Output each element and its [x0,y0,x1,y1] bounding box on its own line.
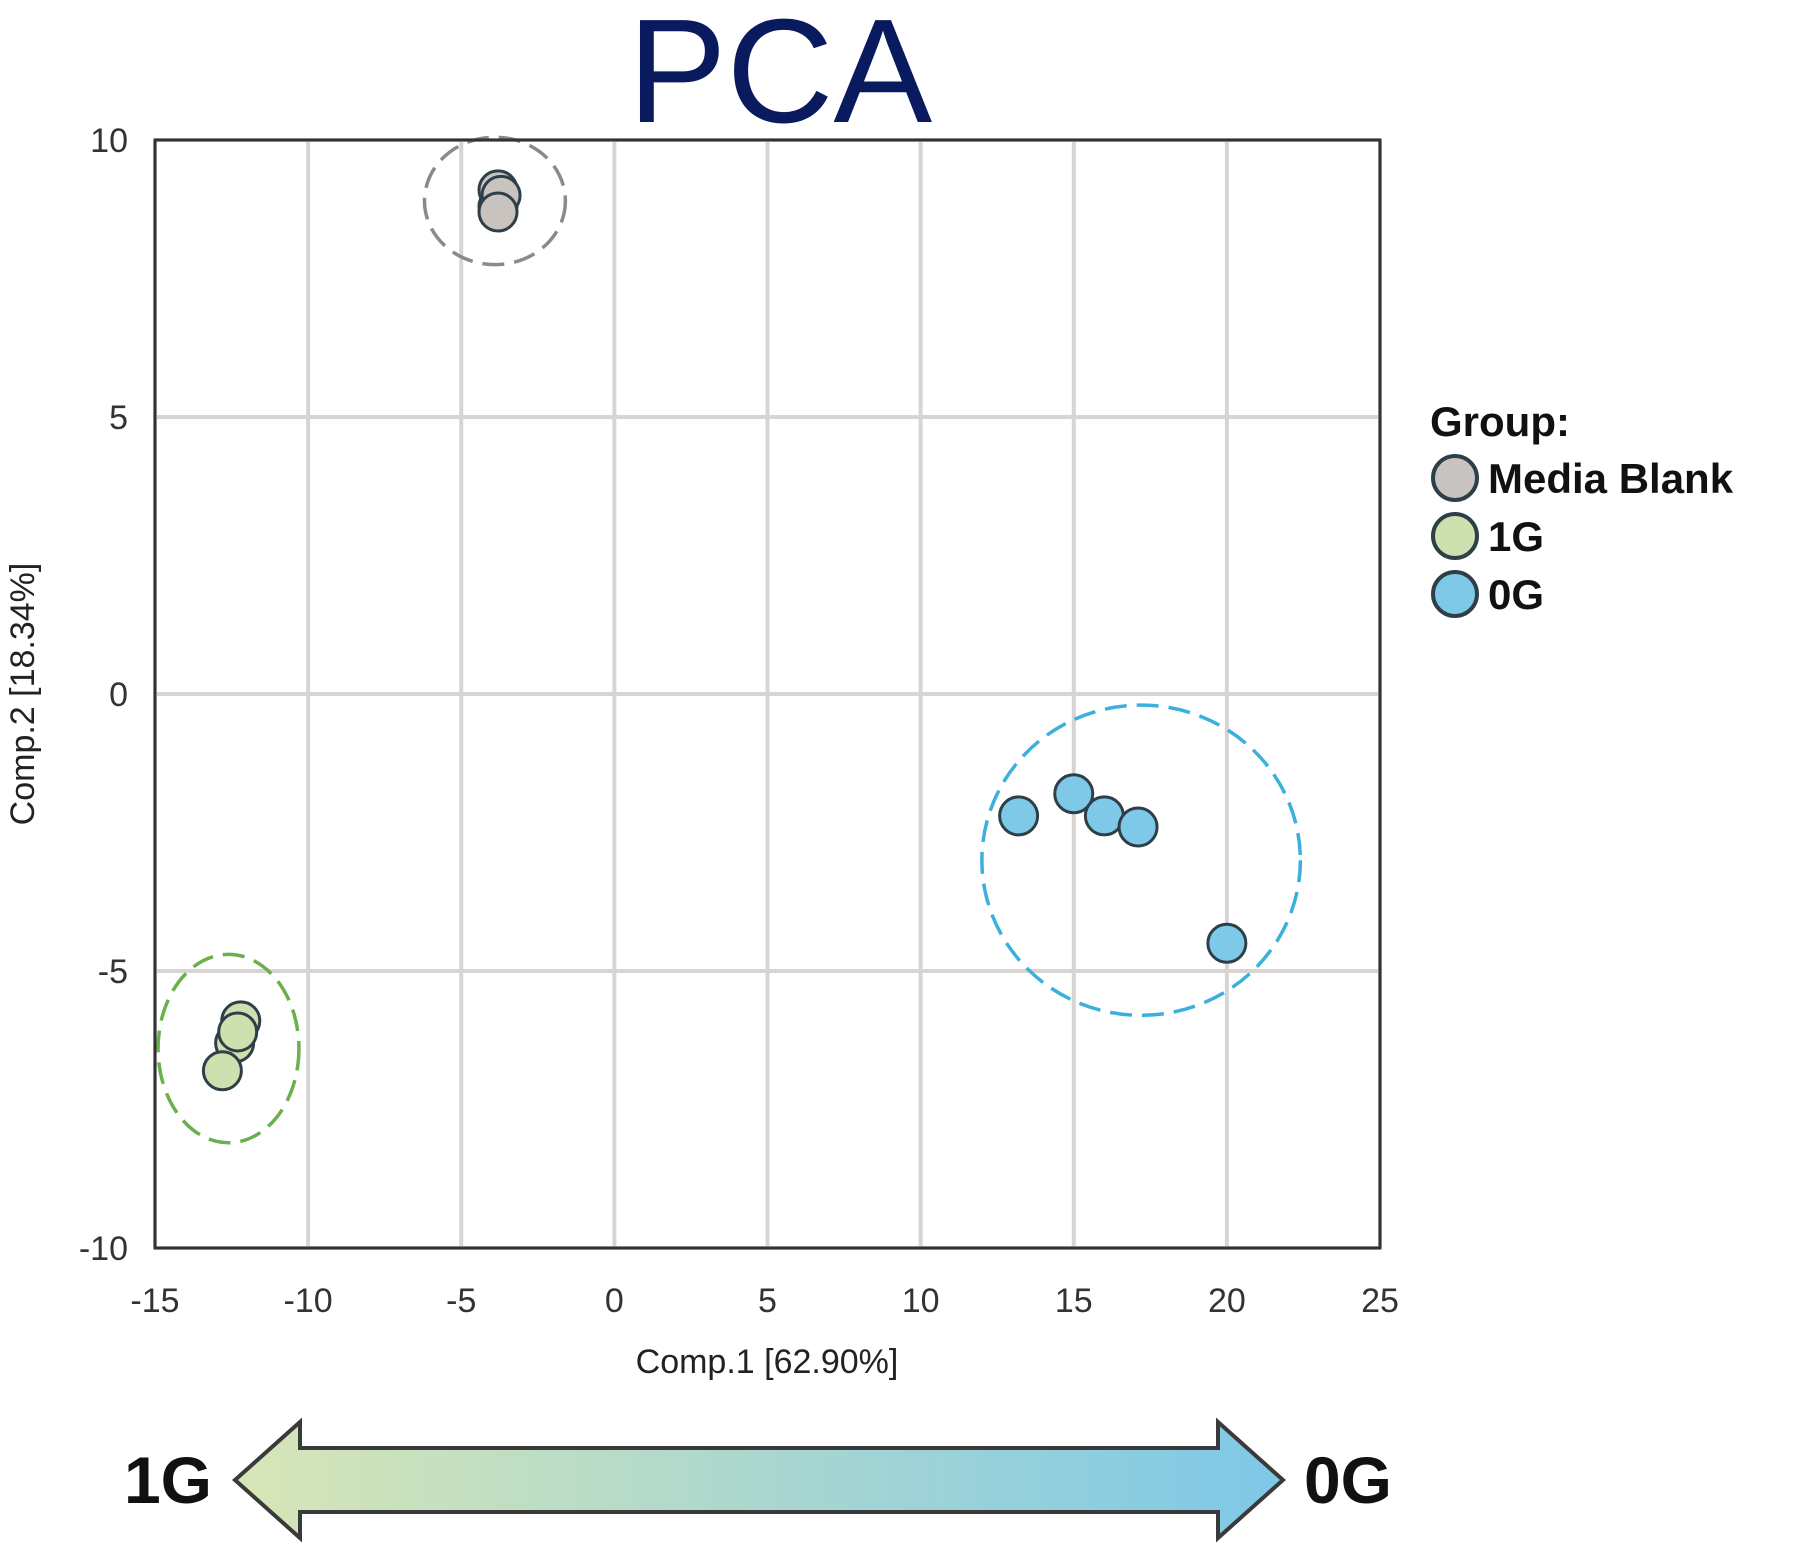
y-tick-label: 5 [109,399,128,437]
y-tick-labels: -10 -5 0 5 10 [79,122,128,1268]
point-0g [1083,795,1125,837]
x-tick-label: -10 [284,1282,333,1320]
point-1g [217,1011,259,1053]
x-tick-label: 0 [605,1282,624,1320]
x-tick-label: 10 [902,1282,940,1320]
x-tick-label: 25 [1361,1282,1399,1320]
x-tick-label: -15 [130,1282,179,1320]
legend: Group: Media Blank 1G 0G [1430,398,1734,618]
ellipse-media-blank [422,135,568,267]
ellipse-1g [156,952,301,1145]
arrow-right-label: 0G [1304,1443,1392,1517]
arrow-left-label: 1G [124,1443,212,1517]
legend-title: Group: [1430,398,1570,445]
legend-marker-1g [1431,512,1479,560]
point-media-blank [477,191,519,233]
direction-arrow: 1G 0G [124,1417,1392,1543]
ellipse-0g [980,703,1303,1018]
gradient-arrow [231,1417,1287,1543]
plot-frame [153,138,1382,1250]
y-tick-label: 10 [90,122,128,160]
point-0g [998,795,1040,837]
point-0g [1206,922,1248,964]
point-0g [1053,773,1095,815]
x-tick-label: 5 [758,1282,777,1320]
point-0g [1117,806,1159,848]
x-tick-label: -5 [446,1282,476,1320]
legend-marker-media-blank [1431,454,1479,502]
legend-label-media-blank: Media Blank [1488,455,1734,502]
y-tick-label: 0 [109,676,128,714]
legend-marker-0g [1431,570,1479,618]
x-tick-label: 20 [1208,1282,1246,1320]
x-axis-label: Comp.1 [62.90%] [636,1343,899,1381]
x-tick-labels: -15 -10 -5 0 5 10 15 20 25 [130,1282,1398,1320]
legend-label-1g: 1G [1488,513,1544,560]
chart-title: PCA [628,0,933,154]
x-tick-label: 15 [1055,1282,1093,1320]
data-points [201,169,1248,1092]
group-ellipses [156,135,1303,1145]
legend-label-0g: 0G [1488,571,1544,618]
y-tick-label: -5 [98,953,128,991]
point-1g [201,1050,243,1092]
y-tick-label: -10 [79,1230,128,1268]
y-axis-label: Comp.2 [18.34%] [4,563,42,826]
